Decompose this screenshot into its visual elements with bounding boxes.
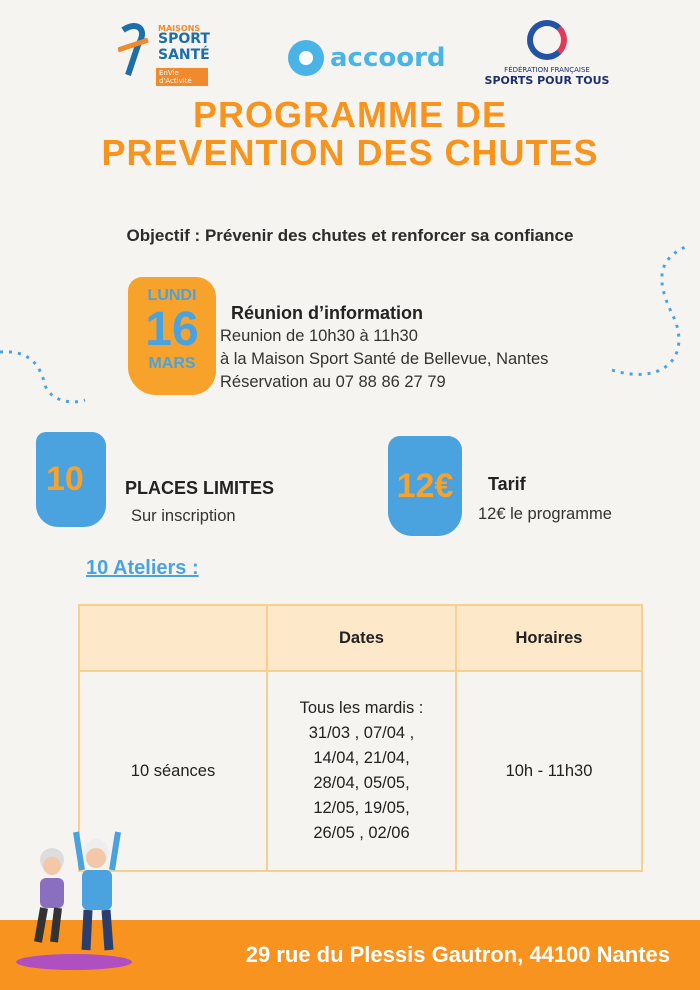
date-badge: LUNDI 16 MARS: [128, 277, 216, 395]
places-badge: 10: [36, 432, 106, 527]
ffspt-logo: FÉDÉRATION FRANÇAISE SPORTS POUR TOUS: [484, 20, 610, 87]
footer-address: 29 rue du Plessis Gautron, 44100 Nantes: [0, 920, 700, 990]
header-hours: Horaires: [455, 604, 643, 672]
places-info: PLACES LIMITES Sur inscription: [125, 478, 275, 525]
hours-cell: 10h - 11h30: [455, 670, 643, 872]
page-title: PROGRAMME DE PREVENTION DES CHUTES: [101, 94, 599, 173]
sessions-cell: 10 séances: [78, 670, 268, 872]
workshops-heading: 10 Ateliers :: [86, 557, 199, 579]
seniors-exercising-illustration: [16, 831, 132, 970]
table-row: 10 séances Tous les mardis : 31/03 , 07/…: [78, 670, 643, 872]
maisons-sport-sante-logo: MAISONS SPORT SANTÉ EnVie d'Activité: [117, 20, 210, 86]
table-header-row: Dates Horaires: [78, 604, 643, 672]
meeting-info: Réunion d’information Reunion de 10h30 à…: [220, 303, 549, 391]
accoord-logo: accoord: [288, 40, 446, 76]
price-badge: 12€: [388, 436, 462, 536]
sport-sante-figure-icon: [117, 23, 149, 76]
accoord-shield-icon: [288, 40, 324, 76]
workshops-table: Dates Horaires 10 séances Tous les mardi…: [78, 604, 643, 872]
price-info: Tarif 12€ le programme: [478, 474, 612, 523]
header-dates: Dates: [266, 604, 457, 672]
ffspt-emblem-icon: [527, 20, 567, 60]
dates-cell: Tous les mardis : 31/03 , 07/04 , 14/04,…: [266, 670, 457, 872]
objective-text: Objectif : Prévenir des chutes et renfor…: [126, 226, 574, 245]
